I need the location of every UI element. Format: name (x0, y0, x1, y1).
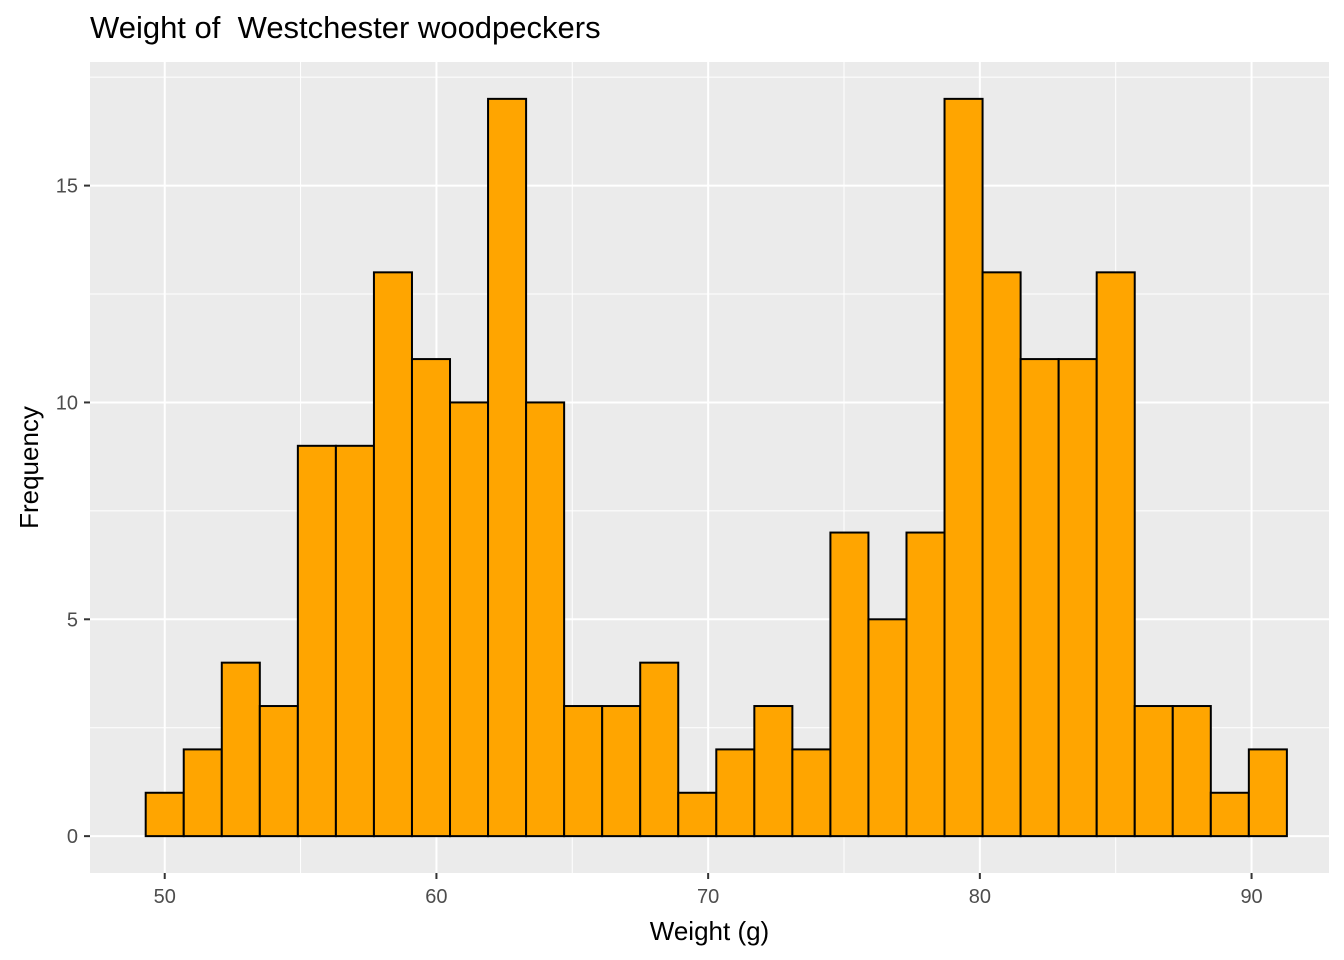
histogram-bar (334, 444, 375, 838)
histogram-bar (943, 97, 984, 838)
x-tick-label: 60 (425, 886, 447, 908)
histogram-bar (487, 97, 528, 838)
histogram-bar (296, 444, 337, 838)
histogram-bar (1247, 748, 1288, 838)
histogram-bar (144, 791, 185, 838)
histogram-bar (182, 748, 223, 838)
x-axis-ticks: 50 60 70 80 90 (154, 873, 1263, 908)
histogram-bar (829, 531, 870, 838)
histogram-bar (1171, 705, 1212, 838)
y-axis-title: Frequency (14, 406, 44, 529)
x-tick-label: 80 (969, 886, 991, 908)
histogram-bar (867, 618, 908, 838)
histogram-bar (449, 401, 490, 838)
histogram-bar (639, 661, 680, 838)
y-axis-ticks: 0 5 10 15 (56, 176, 90, 848)
histogram-bar (1133, 705, 1174, 838)
histogram-bar (410, 358, 452, 838)
histogram-bar (753, 705, 794, 838)
histogram-bar (715, 748, 756, 838)
histogram-bar (791, 748, 832, 838)
histogram-bar (905, 531, 946, 838)
histogram-bar (981, 271, 1022, 838)
histogram-bar (525, 401, 566, 838)
histogram-bar (372, 271, 413, 838)
x-tick-label: 70 (697, 886, 719, 908)
histogram-bar (258, 705, 299, 838)
histogram-bar (1019, 358, 1060, 838)
histogram-bar (220, 661, 261, 838)
x-axis-title: Weight (g) (650, 916, 769, 946)
y-tick-label: 5 (67, 609, 78, 631)
histogram-bar (601, 705, 642, 838)
histogram-bar (677, 791, 718, 838)
histogram-bar (1209, 791, 1250, 838)
x-tick-label: 50 (154, 886, 176, 908)
chart-title: Weight of Westchester woodpeckers (90, 10, 601, 45)
y-tick-label: 10 (56, 392, 78, 414)
y-tick-label: 15 (56, 176, 78, 198)
histogram-bar (563, 705, 604, 838)
histogram-bar (1095, 271, 1136, 838)
histogram-bars (144, 97, 1288, 838)
y-tick-label: 0 (67, 826, 78, 848)
histogram-bar (1057, 358, 1098, 838)
x-tick-label: 90 (1240, 886, 1262, 908)
